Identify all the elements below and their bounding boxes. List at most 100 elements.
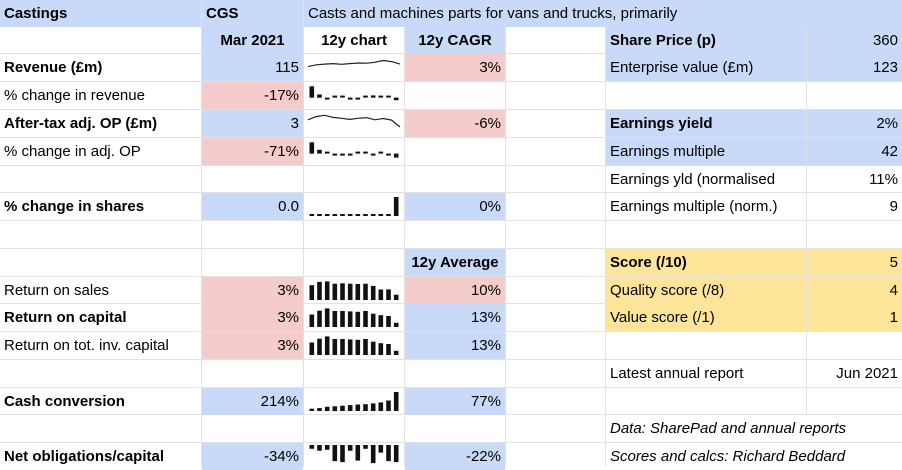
sparkline-bar <box>309 445 315 449</box>
sparkline-bar <box>363 214 368 216</box>
revenue-change-label[interactable]: % change in revenue <box>4 87 145 104</box>
sparkline-bar <box>363 339 368 355</box>
shares-change-label[interactable]: % change in shares <box>4 198 145 215</box>
sparkline-bar <box>309 142 315 154</box>
revenue-cagr[interactable]: 3% <box>405 54 505 81</box>
sparkline-bar <box>324 151 330 154</box>
sparkline-bar <box>363 151 368 154</box>
ros-value[interactable]: 3% <box>202 277 303 304</box>
sparkline-bar <box>317 338 322 355</box>
sparkline-bar <box>386 344 391 355</box>
enterprise-value-value[interactable]: 123 <box>807 54 902 81</box>
sparkline-bar <box>317 214 322 216</box>
sparkline-bar <box>317 408 322 411</box>
sparkline-bar <box>340 283 345 300</box>
roc-label[interactable]: Return on capital <box>4 309 127 326</box>
ticker[interactable]: CGS <box>202 0 303 27</box>
value-score-value[interactable]: 1 <box>807 304 902 331</box>
op-label[interactable]: After-tax adj. OP (£m) <box>4 115 158 132</box>
op-change-sparkline <box>306 140 402 162</box>
score-label[interactable]: Score (/10) <box>606 249 806 276</box>
rotic-label[interactable]: Return on tot. inv. capital <box>4 337 169 354</box>
earnings-yield-normalised-label[interactable]: Earnings yld (normalised <box>610 171 776 188</box>
cash-conversion-value[interactable]: 214% <box>202 388 303 415</box>
sparkline-bar <box>393 294 399 300</box>
score-value[interactable]: 5 <box>807 249 902 276</box>
sparkline-bar <box>393 153 399 158</box>
earnings-multiple-normalised-label[interactable]: Earnings multiple (norm.) <box>610 198 778 215</box>
sparkline-bar <box>378 289 384 300</box>
ros-label[interactable]: Return on sales <box>4 282 110 299</box>
sparkline-bar <box>317 281 322 300</box>
cash-conversion-label[interactable]: Cash conversion <box>4 393 125 410</box>
sparkline-bar <box>347 283 353 300</box>
rotic-average[interactable]: 13% <box>405 332 505 359</box>
sparkline-path <box>307 114 401 128</box>
op-change-value[interactable]: -71% <box>202 138 303 165</box>
sparkline-bar <box>332 311 338 327</box>
company-name[interactable]: Castings <box>0 0 201 27</box>
latest-report-label[interactable]: Latest annual report <box>610 365 744 382</box>
sparkline-bar <box>340 339 345 355</box>
column-period[interactable]: Mar 2021 <box>202 27 303 54</box>
shares-change-sparkline <box>306 195 402 217</box>
column-chart[interactable]: 12y chart <box>321 32 387 49</box>
sparkline-bar <box>347 311 353 327</box>
latest-report-value[interactable]: Jun 2021 <box>836 365 898 382</box>
earnings-multiple-normalised-value[interactable]: 9 <box>889 198 898 215</box>
sparkline-bar <box>340 153 345 156</box>
sparkline-path <box>307 59 401 68</box>
earnings-yield-value[interactable]: 2% <box>807 110 902 137</box>
roc-average[interactable]: 13% <box>405 304 505 331</box>
earnings-yield-normalised-value[interactable]: 11% <box>869 171 898 188</box>
column-average[interactable]: 12y Average <box>405 249 505 276</box>
sparkline-bar <box>378 151 384 154</box>
sparkline-bar <box>317 149 322 154</box>
roc-value[interactable]: 3% <box>202 304 303 331</box>
sparkline-bar <box>370 341 376 355</box>
company-description[interactable]: Casts and machines parts for vans and tr… <box>304 0 902 27</box>
earnings-multiple-label[interactable]: Earnings multiple <box>606 138 806 165</box>
sparkline-bar <box>317 94 322 98</box>
op-cagr[interactable]: -6% <box>405 110 505 137</box>
net-obligations-label[interactable]: Net obligations/capital <box>4 448 165 465</box>
sparkline-bar <box>324 406 330 411</box>
sparkline-bar <box>317 310 322 327</box>
sparkline-bar <box>393 322 399 327</box>
op-value[interactable]: 3 <box>202 110 303 137</box>
sparkline-bar <box>332 445 338 462</box>
rotic-value[interactable]: 3% <box>202 332 303 359</box>
sparkline-bar <box>347 445 353 451</box>
revenue-change-value[interactable]: -17% <box>202 82 303 109</box>
share-price-value[interactable]: 360 <box>807 27 902 54</box>
value-score-label[interactable]: Value score (/1) <box>606 304 806 331</box>
sparkline-bar <box>309 314 315 327</box>
ros-average[interactable]: 10% <box>405 277 505 304</box>
share-price-label[interactable]: Share Price (p) <box>606 27 806 54</box>
sparkline-bar <box>309 285 315 300</box>
sparkline-bar <box>370 214 376 216</box>
quality-score-label[interactable]: Quality score (/8) <box>606 277 806 304</box>
enterprise-value-label[interactable]: Enterprise value (£m) <box>606 54 806 81</box>
sparkline-bar <box>340 405 345 411</box>
op-change-label[interactable]: % change in adj. OP <box>4 143 141 160</box>
column-cagr[interactable]: 12y CAGR <box>405 27 505 54</box>
shares-change-value[interactable]: 0.0 <box>202 193 303 220</box>
sparkline-bar <box>386 316 391 327</box>
cash-conversion-average[interactable]: 77% <box>405 388 505 415</box>
data-source-note[interactable]: Data: SharePad and annual reports <box>606 415 902 442</box>
revenue-value[interactable]: 115 <box>202 54 303 81</box>
earnings-multiple-value[interactable]: 42 <box>807 138 902 165</box>
sparkline-bar <box>332 339 338 355</box>
shares-change-cagr[interactable]: 0% <box>405 193 505 220</box>
sparkline-bar <box>355 151 361 154</box>
sparkline-bar <box>324 445 330 450</box>
sparkline-bar <box>370 445 376 464</box>
earnings-yield-label[interactable]: Earnings yield <box>606 110 806 137</box>
sparkline-bar <box>332 95 338 98</box>
quality-score-value[interactable]: 4 <box>807 277 902 304</box>
sparkline-bar <box>378 214 384 216</box>
revenue-label[interactable]: Revenue (£m) <box>4 59 103 76</box>
sparkline-bar <box>355 284 361 300</box>
sparkline-bar <box>363 311 368 327</box>
